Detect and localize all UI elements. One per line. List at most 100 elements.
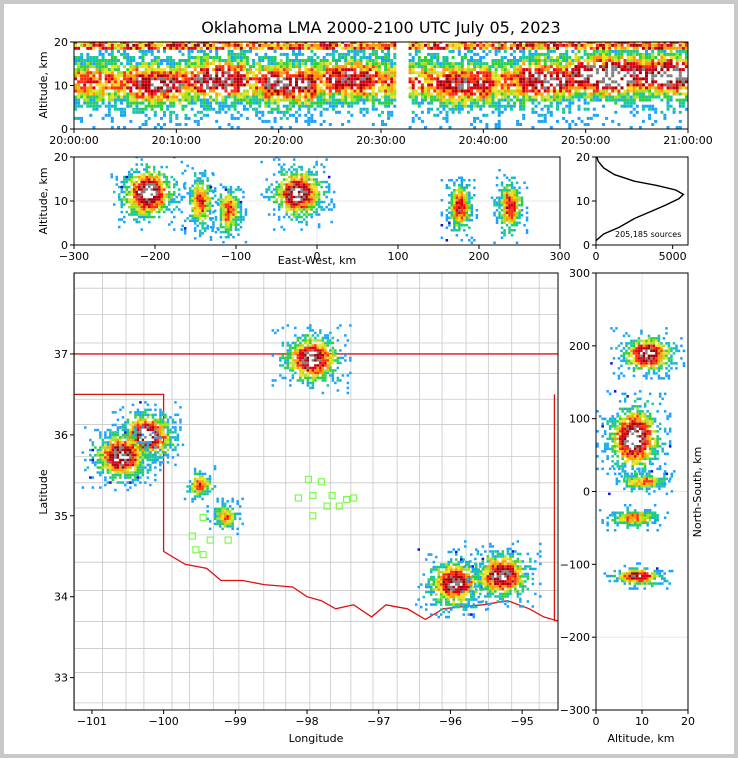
ew-density-cell [163,200,166,204]
time-height-cell [577,98,581,102]
ew-density-cell [135,213,138,216]
time-height-cell [328,80,332,84]
time-height-cell [89,71,93,75]
time-height-cell [181,71,185,75]
ew-density-cell [201,182,204,185]
time-height-cell [83,68,87,72]
time-height-cell [371,65,375,69]
time-height-cell [135,80,139,84]
time-height-cell [193,113,197,117]
time-height-cell [543,77,547,81]
time-height-cell [341,56,345,59]
time-height-cell [629,65,633,69]
time-height-cell [301,52,305,56]
time-height-cell [129,86,133,90]
ew-density-cell [315,195,318,199]
time-height-cell [292,86,295,90]
time-height-cell [408,71,412,75]
ew-density-cell [198,194,202,198]
time-height-cell [595,74,599,78]
time-height-cell [218,74,222,78]
time-height-cell [144,74,148,78]
time-height-cell [605,77,609,81]
time-height-cell [393,95,397,99]
ew-density-cell [188,202,192,205]
ew-density-cell [163,175,166,179]
time-height-cell [663,59,667,62]
time-height-cell [319,68,323,72]
time-height-cell [519,74,523,78]
time-height-cell [374,56,378,59]
time-height-cell [424,62,427,66]
time-height-cell [215,119,219,123]
time-height-cell [123,71,127,75]
time-height-cell [98,46,102,50]
time-height-cell [230,68,234,72]
ew-density-cell [196,182,199,185]
ew-density-cell [292,168,296,171]
ew-density-cell [135,205,138,209]
time-height-cell [666,98,670,102]
time-height-cell [163,42,166,44]
time-height-cell [519,80,523,84]
ew-density-cell [453,191,456,194]
time-height-cell [255,74,259,78]
time-height-cell [577,89,581,93]
time-height-cell [282,113,286,117]
time-height-cell [285,98,289,102]
time-height-cell [245,59,249,62]
ew-density-cell [465,234,469,237]
time-height-cell [144,98,148,102]
ew-density-cell [155,203,158,206]
time-height-cell [439,95,443,99]
time-height-cell [178,92,182,96]
time-height-cell [233,74,237,78]
time-height-cell [451,56,455,59]
time-height-cell [371,86,375,90]
time-height-cell [377,68,381,72]
time-height-cell [193,89,197,93]
ew-density-cell [219,205,223,209]
time-height-cell [638,65,642,69]
ew-density-cell [455,201,459,204]
ew-density-cell [180,160,183,164]
time-height-cell [497,89,501,93]
ew-density-cell [173,193,176,196]
ew-density-cell [145,200,148,204]
time-height-cell [368,77,372,81]
time-height-cell [586,74,590,78]
time-height-cell [175,42,179,44]
time-height-cell [580,65,584,69]
ew-density-cell [495,184,499,187]
ew-density-cell [143,168,146,171]
time-height-cell [617,52,621,56]
ew-density-cell [300,208,303,211]
time-height-cell [239,43,243,47]
time-height-cell [313,62,317,66]
time-height-cell [666,104,670,108]
time-height-cell [368,59,372,62]
time-height-cell [80,43,84,47]
time-height-cell [543,46,547,50]
ew-density-cell [302,195,306,199]
time-height-cell [184,98,188,102]
time-height-cell [273,59,277,62]
ew-density-cell [232,223,235,226]
ew-density-cell [227,200,230,204]
time-height-cell [537,56,541,59]
time-height-cell [433,52,437,56]
time-height-cell [98,104,102,108]
time-height-cell [540,71,544,75]
time-height-cell [454,98,458,102]
time-height-cell [319,80,323,84]
time-height-cell [463,98,467,102]
ew-density-cell [193,172,197,175]
time-height-cell [166,65,170,69]
time-height-cell [104,42,108,44]
time-height-cell [420,43,424,47]
time-height-cell [261,113,265,117]
time-height-cell [414,77,418,81]
time-height-cell [430,107,434,111]
ew-density-cell [206,184,209,188]
time-height-cell [233,95,237,99]
